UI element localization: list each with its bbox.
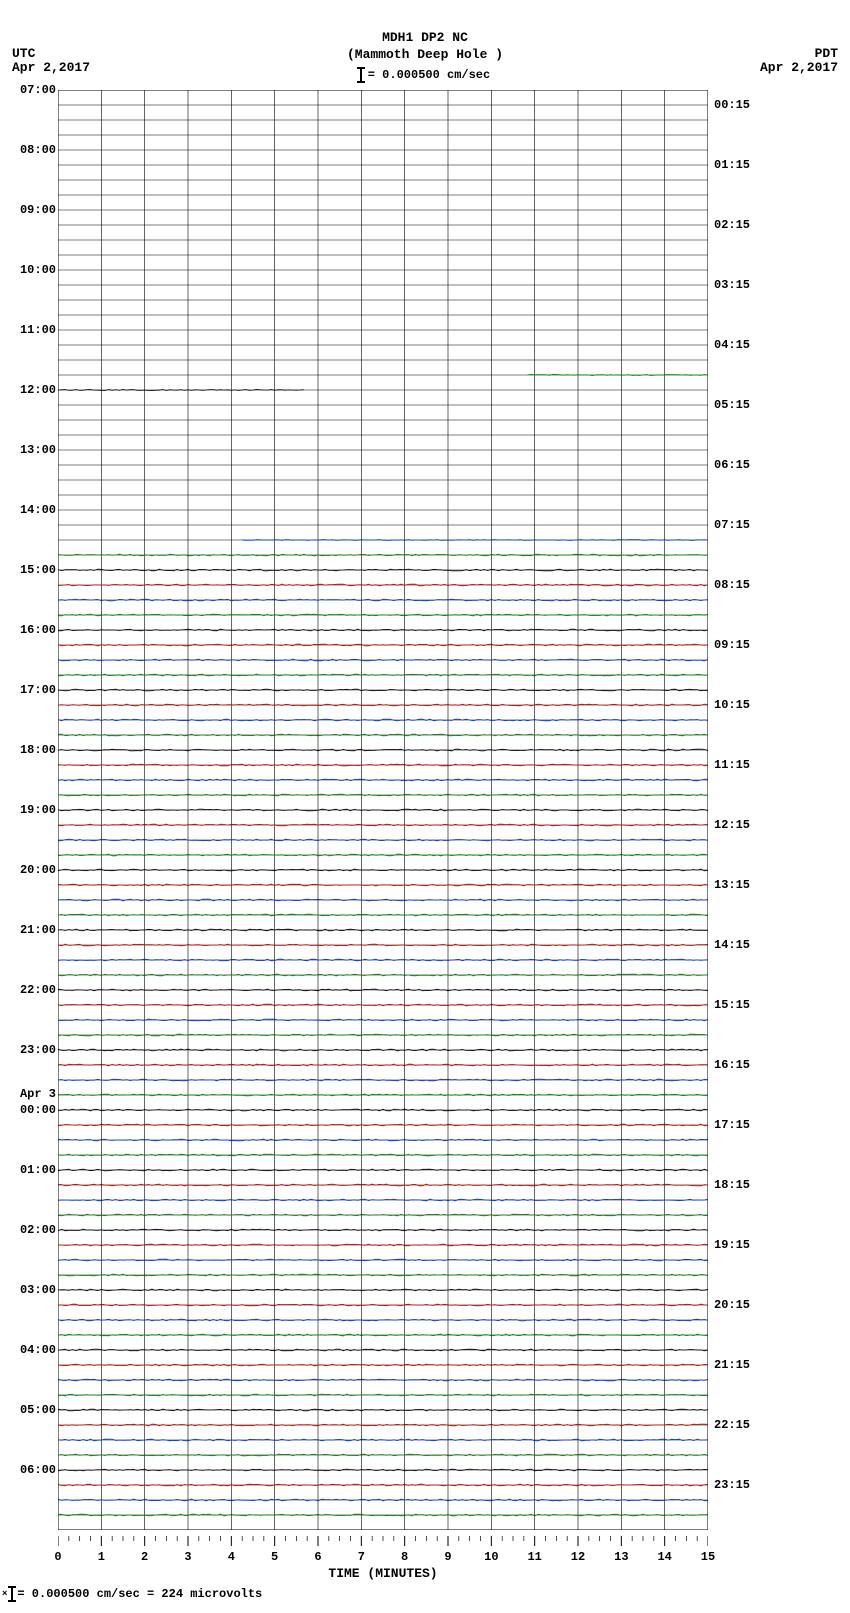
scale-text: = 0.000500 cm/sec — [368, 68, 490, 82]
x-tick-label: 8 — [401, 1550, 408, 1564]
hour-label-right: 19:15 — [714, 1238, 764, 1252]
footer-sub: × — [2, 1589, 7, 1599]
hour-label-right: 04:15 — [714, 338, 764, 352]
x-tick-label: 13 — [614, 1550, 628, 1564]
date-left: Apr 2,2017 — [12, 60, 90, 75]
hour-label-left: 10:00 — [6, 263, 56, 277]
hour-label-right: 13:15 — [714, 878, 764, 892]
hour-label-right: 20:15 — [714, 1298, 764, 1312]
hour-label-right: 14:15 — [714, 938, 764, 952]
hour-label-left: 02:00 — [6, 1223, 56, 1237]
hour-label-left: 13:00 — [6, 443, 56, 457]
hour-label-right: 00:15 — [714, 98, 764, 112]
date-right: Apr 2,2017 — [760, 60, 838, 75]
hour-label-left: 01:00 — [6, 1163, 56, 1177]
plot-area — [58, 90, 708, 1530]
hour-label-left: 23:00 — [6, 1043, 56, 1057]
x-axis: TIME (MINUTES) 0123456789101112131415 — [58, 1536, 708, 1586]
tz-left: UTC — [12, 46, 35, 61]
hour-label-left: 14:00 — [6, 503, 56, 517]
header: MDH1 DP2 NC (Mammoth Deep Hole ) = 0.000… — [0, 0, 850, 82]
x-tick-label: 9 — [444, 1550, 451, 1564]
hour-label-right: 03:15 — [714, 278, 764, 292]
station-code: MDH1 DP2 NC — [0, 30, 850, 47]
site-name: (Mammoth Deep Hole ) — [0, 47, 850, 64]
x-axis-title: TIME (MINUTES) — [328, 1566, 437, 1581]
x-tick-label: 6 — [314, 1550, 321, 1564]
hour-label-left: 21:00 — [6, 923, 56, 937]
hour-label-right: 11:15 — [714, 758, 764, 772]
scale-indicator: = 0.000500 cm/sec — [0, 68, 850, 82]
hour-label-left: 19:00 — [6, 803, 56, 817]
hour-label-left: 03:00 — [6, 1283, 56, 1297]
hour-label-left: 00:00 — [6, 1103, 56, 1117]
x-tick-label: 10 — [484, 1550, 498, 1564]
hour-label-left: 12:00 — [6, 383, 56, 397]
hour-label-left: 17:00 — [6, 683, 56, 697]
x-tick-label: 15 — [701, 1550, 715, 1564]
x-tick-label: 1 — [98, 1550, 105, 1564]
hour-label-right: 07:15 — [714, 518, 764, 532]
hour-label-left: 05:00 — [6, 1403, 56, 1417]
hour-label-left: 04:00 — [6, 1343, 56, 1357]
hour-label-left: 08:00 — [6, 143, 56, 157]
x-tick-label: 4 — [228, 1550, 235, 1564]
x-ticks-svg — [58, 1536, 708, 1550]
hour-label-left: 11:00 — [6, 323, 56, 337]
x-tick-label: 14 — [657, 1550, 671, 1564]
helicorder-svg — [58, 90, 708, 1530]
hour-label-right: 10:15 — [714, 698, 764, 712]
scale-bar-icon — [360, 68, 362, 82]
hour-label-left: 06:00 — [6, 1463, 56, 1477]
x-tick-label: 3 — [184, 1550, 191, 1564]
hour-label-right: 17:15 — [714, 1118, 764, 1132]
hour-label-right: 22:15 — [714, 1418, 764, 1432]
seismogram-container: MDH1 DP2 NC (Mammoth Deep Hole ) = 0.000… — [0, 0, 850, 1613]
x-tick-label: 12 — [571, 1550, 585, 1564]
hour-label-left: 09:00 — [6, 203, 56, 217]
hour-label-right: 02:15 — [714, 218, 764, 232]
x-tick-label: 7 — [358, 1550, 365, 1564]
x-tick-label: 11 — [527, 1550, 541, 1564]
footer-text: = 0.000500 cm/sec = 224 microvolts — [17, 1587, 262, 1601]
hour-label-left: 22:00 — [6, 983, 56, 997]
hour-label-left: 20:00 — [6, 863, 56, 877]
x-tick-label: 2 — [141, 1550, 148, 1564]
mid-date-label: Apr 3 — [6, 1088, 56, 1101]
hour-label-left: 16:00 — [6, 623, 56, 637]
hour-label-left: 18:00 — [6, 743, 56, 757]
x-tick-label: 0 — [54, 1550, 61, 1564]
hour-label-right: 09:15 — [714, 638, 764, 652]
hour-label-left: 15:00 — [6, 563, 56, 577]
hour-label-right: 06:15 — [714, 458, 764, 472]
hour-label-left: 07:00 — [6, 83, 56, 97]
footer-scale-bar-icon — [11, 1587, 13, 1601]
hour-label-right: 21:15 — [714, 1358, 764, 1372]
hour-label-right: 18:15 — [714, 1178, 764, 1192]
footer-scale: × = 0.000500 cm/sec = 224 microvolts — [2, 1587, 262, 1601]
hour-label-right: 23:15 — [714, 1478, 764, 1492]
tz-right: PDT — [815, 46, 838, 61]
hour-label-right: 15:15 — [714, 998, 764, 1012]
hour-label-right: 16:15 — [714, 1058, 764, 1072]
hour-label-right: 08:15 — [714, 578, 764, 592]
hour-label-right: 01:15 — [714, 158, 764, 172]
hour-label-right: 12:15 — [714, 818, 764, 832]
hour-label-right: 05:15 — [714, 398, 764, 412]
x-tick-label: 5 — [271, 1550, 278, 1564]
